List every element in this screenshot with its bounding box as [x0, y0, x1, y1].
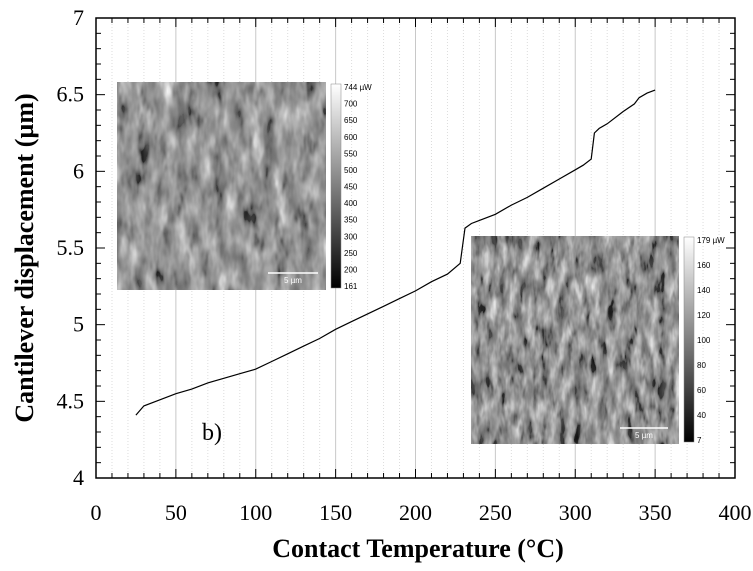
colorbar-tick-label: 550	[344, 149, 358, 158]
colorbar-tick-label: 160	[697, 261, 711, 270]
colorbar-tick-label: 40	[697, 411, 706, 420]
series-line	[135, 89, 656, 416]
colorbar-tick-label: 300	[344, 232, 358, 241]
inset-1-colorbar	[330, 83, 342, 289]
colorbar-tick-label: 140	[697, 286, 711, 295]
panel-label: b)	[202, 420, 222, 446]
colorbar-tick-label: 400	[344, 199, 358, 208]
y-tick-label: 5.5	[57, 235, 85, 260]
colorbar-tick-label: 179 µW	[697, 236, 725, 245]
x-tick-label: 0	[91, 500, 102, 525]
y-axis-title: Cantilever displacement (µm)	[10, 93, 39, 422]
colorbar-tick-label: 100	[697, 336, 711, 345]
axis-ticks	[95, 17, 736, 479]
x-tick-label: 400	[719, 500, 752, 525]
inset-2-scale-label: 5 µm	[635, 431, 653, 440]
colorbar-tick-label: 650	[344, 116, 358, 125]
colorbar-tick-label: 161	[344, 282, 358, 291]
colorbar-tick-label: 744 µW	[344, 83, 372, 92]
colorbar-tick-label: 450	[344, 183, 358, 192]
colorbar-tick-label: 60	[697, 386, 706, 395]
y-tick-label: 5	[73, 312, 84, 337]
plot-frame	[95, 17, 736, 479]
x-tick-label: 250	[479, 500, 512, 525]
inset-image-1: 5 µm 744 µW 700 650 600 550 500 450 400 350 300 25…	[117, 82, 372, 291]
colorbar-tick-label: 600	[344, 133, 358, 142]
x-tick-label: 100	[239, 500, 272, 525]
x-axis-title: Contact Temperature (°C)	[272, 534, 564, 563]
inset-2-colorbar	[683, 236, 695, 443]
colorbar-tick-label: 700	[344, 100, 358, 109]
x-tick-labels: 0 50 100 150 200 250 300 350 400	[91, 500, 752, 525]
colorbar-tick-label: 350	[344, 216, 358, 225]
x-tick-label: 150	[319, 500, 352, 525]
x-tick-label: 300	[559, 500, 592, 525]
inset-1-colorbar-labels: 744 µW 700 650 600 550 500 450 400 350 300 250 200 1…	[344, 83, 372, 291]
y-tick-labels: 4 4.5 5 5.5 6 6.5 7	[57, 5, 85, 490]
y-tick-label: 6.5	[57, 82, 85, 107]
colorbar-tick-label: 120	[697, 311, 711, 320]
series-group	[135, 89, 656, 416]
colorbar-tick-label: 250	[344, 249, 358, 258]
x-tick-label: 200	[399, 500, 432, 525]
colorbar-tick-label: 200	[344, 265, 358, 274]
y-tick-label: 6	[73, 158, 84, 183]
y-tick-label: 7	[73, 5, 84, 30]
inset-2-colorbar-labels: 179 µW 160 140 120 100 80 60 40 7	[697, 236, 725, 445]
x-tick-label: 50	[165, 500, 187, 525]
x-tick-label: 350	[639, 500, 672, 525]
y-tick-label: 4	[73, 465, 84, 490]
y-tick-label: 4.5	[57, 388, 85, 413]
inset-1-scale-label: 5 µm	[284, 276, 302, 285]
colorbar-tick-label: 80	[697, 361, 706, 370]
colorbar-tick-label: 7	[697, 436, 702, 445]
inset-image-2: 5 µm 179 µW 160 140 120 100 80 60 40 7	[471, 236, 725, 445]
colorbar-tick-label: 500	[344, 166, 358, 175]
